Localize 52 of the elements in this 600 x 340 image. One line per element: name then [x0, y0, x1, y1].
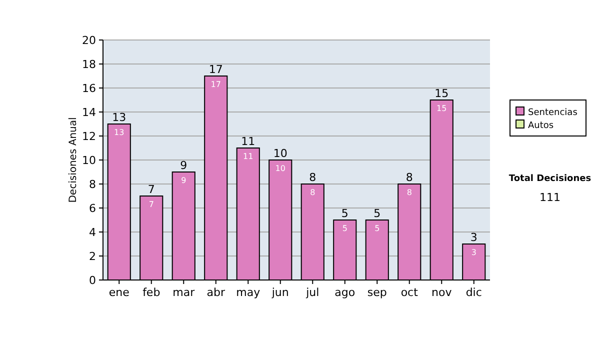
x-tick-label: jun [270, 286, 289, 299]
legend-label: Sentencias [528, 108, 578, 118]
x-tick-label: may [236, 286, 261, 299]
x-tick-label: sep [367, 286, 387, 299]
y-tick-label: 4 [89, 226, 96, 239]
legend-label: Autos [528, 121, 554, 131]
total-label: 11 [241, 135, 256, 148]
data-label: 8 [406, 188, 412, 197]
data-label: 11 [243, 152, 254, 161]
x-tick-label: ene [108, 286, 130, 299]
y-tick-label: 2 [89, 250, 96, 263]
data-label: 8 [310, 188, 316, 197]
data-label: 17 [210, 80, 221, 89]
y-tick-label: 14 [82, 106, 96, 119]
data-label: 5 [374, 224, 380, 233]
total-label: 15 [434, 87, 449, 100]
y-tick-label: 6 [89, 202, 96, 215]
total-label: 7 [148, 183, 155, 196]
total-label: 8 [406, 171, 413, 184]
x-tick-label: nov [432, 286, 452, 299]
y-tick-label: 10 [82, 154, 96, 167]
text: Total Decisiones [508, 174, 592, 184]
x-tick-label: jul [305, 286, 320, 299]
x-tick-label: mar [172, 286, 196, 299]
data-label: 9 [181, 176, 186, 185]
data-label: 5 [342, 224, 348, 233]
x-tick-label: oct [400, 286, 419, 299]
y-tick-label: 16 [82, 82, 96, 95]
total-label: 5 [374, 207, 381, 220]
y-tick-label: 0 [89, 274, 96, 287]
data-label: 15 [436, 104, 447, 113]
x-tick-label: dic [466, 286, 482, 299]
data-label: 7 [148, 200, 154, 209]
total-label: 5 [341, 207, 348, 220]
data-label: 13 [114, 128, 124, 137]
y-tick-label: 18 [82, 58, 96, 71]
total-label: 13 [112, 111, 126, 124]
total-label: 9 [180, 159, 188, 172]
y-tick-label: 8 [89, 178, 96, 191]
y-tick-label: 20 [82, 34, 96, 47]
x-tick-label: ago [334, 286, 356, 299]
total-label: 10 [273, 147, 288, 160]
y-axis-title: Decisiones Anual [68, 117, 79, 203]
data-label: 3 [471, 248, 476, 257]
data-label: 10 [275, 164, 286, 173]
x-tick-label: feb [142, 286, 160, 299]
total-label: 8 [309, 171, 316, 184]
total-label: 17 [208, 63, 223, 76]
text: 111 [540, 191, 560, 204]
y-tick-label: 12 [82, 130, 96, 143]
total-label: 3 [470, 231, 478, 244]
x-tick-label: abr [206, 286, 226, 299]
